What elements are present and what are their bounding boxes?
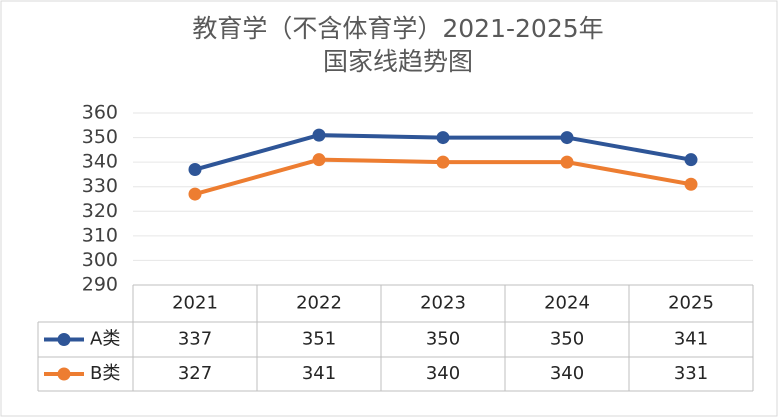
point <box>560 155 574 169</box>
y-tick-label: 320 <box>82 200 118 222</box>
table-value: 337 <box>178 329 212 350</box>
legend-marker <box>57 333 71 346</box>
point <box>560 131 574 145</box>
y-tick-label: 340 <box>82 151 118 173</box>
table-value: 327 <box>178 363 212 384</box>
point <box>436 131 450 145</box>
y-tick-label: 360 <box>82 102 118 124</box>
table-value: 351 <box>302 329 336 350</box>
x-tick-label: 2022 <box>296 293 342 314</box>
table-value: 350 <box>550 329 584 350</box>
point <box>188 187 202 201</box>
table-value: 341 <box>302 363 336 384</box>
table-value: 331 <box>674 363 708 384</box>
table-value: 350 <box>426 329 460 350</box>
y-tick-label: 300 <box>82 249 118 271</box>
point <box>312 128 326 142</box>
point <box>436 155 450 169</box>
x-tick-label: 2024 <box>544 293 590 314</box>
point <box>684 153 698 167</box>
legend-label: A类 <box>90 329 120 350</box>
table-value: 340 <box>550 363 584 384</box>
chart-subtitle: 国家线趋势图 <box>323 47 473 76</box>
legend-marker <box>57 367 71 381</box>
chart-title: 教育学（不含体育学）2021-2025年 <box>192 14 603 43</box>
x-tick-label: 2025 <box>668 293 714 314</box>
point <box>188 163 202 177</box>
legend-label: B类 <box>90 363 120 384</box>
table-value: 340 <box>426 363 460 384</box>
table-value: 341 <box>674 329 708 350</box>
y-tick-label: 330 <box>82 175 118 197</box>
point <box>312 153 326 167</box>
y-tick-label: 310 <box>82 224 118 246</box>
point <box>684 177 698 191</box>
y-tick-label: 350 <box>82 126 118 148</box>
x-tick-label: 2021 <box>172 293 218 314</box>
x-tick-label: 2023 <box>420 293 466 314</box>
y-tick-label: 290 <box>82 274 118 296</box>
